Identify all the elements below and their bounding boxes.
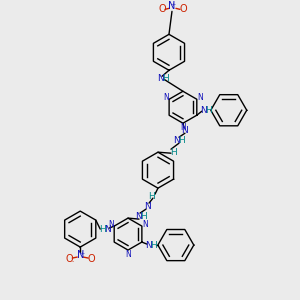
Text: O: O [158, 4, 166, 14]
Text: N: N [142, 220, 148, 229]
Text: N: N [104, 225, 111, 234]
Text: H: H [206, 106, 212, 115]
Text: N: N [158, 74, 164, 83]
Text: O: O [65, 254, 73, 264]
Text: N: N [125, 250, 131, 259]
Text: H: H [178, 136, 185, 145]
Text: N: N [144, 202, 150, 211]
Text: H: H [140, 212, 146, 220]
Text: N: N [180, 123, 186, 132]
Text: H: H [171, 148, 177, 157]
Text: N: N [197, 93, 203, 102]
Text: N: N [182, 126, 188, 135]
Text: +: + [80, 250, 85, 256]
Text: H: H [163, 74, 170, 83]
Text: +: + [170, 2, 175, 7]
Text: N: N [108, 220, 114, 229]
Text: N: N [146, 241, 152, 250]
Text: O: O [179, 4, 187, 14]
Text: H: H [99, 225, 106, 234]
Text: N: N [163, 93, 169, 102]
Text: O: O [87, 254, 95, 264]
Text: N: N [174, 136, 180, 145]
Text: H: H [151, 241, 157, 250]
Text: N: N [168, 2, 176, 11]
Text: N: N [76, 250, 84, 260]
Text: H: H [148, 192, 155, 201]
Text: -: - [72, 260, 74, 265]
Text: N: N [200, 106, 207, 115]
Text: N: N [135, 212, 141, 220]
